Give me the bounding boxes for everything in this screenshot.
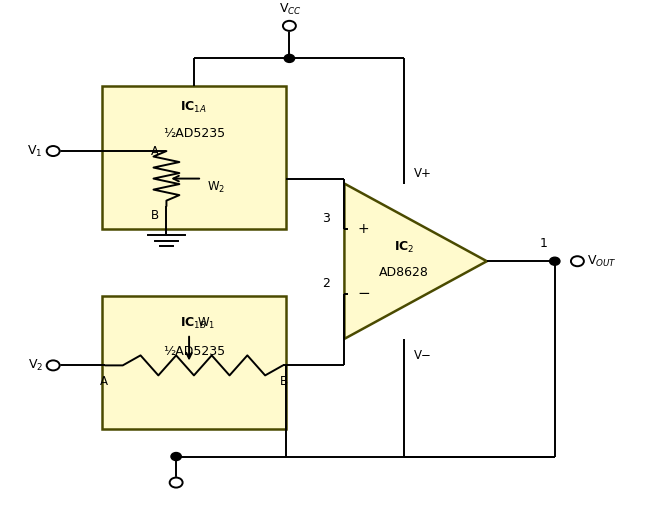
- Text: 1: 1: [540, 237, 547, 250]
- Text: −: −: [358, 287, 370, 301]
- Circle shape: [47, 146, 60, 156]
- Text: AD8628: AD8628: [379, 266, 429, 279]
- Text: W$_2$: W$_2$: [207, 180, 226, 195]
- Text: V$_2$: V$_2$: [27, 358, 43, 373]
- Text: V$_{OUT}$: V$_{OUT}$: [587, 253, 617, 269]
- Circle shape: [550, 257, 560, 265]
- Circle shape: [571, 256, 584, 266]
- Circle shape: [284, 54, 294, 62]
- Text: A: A: [99, 375, 108, 388]
- Text: ½AD5235: ½AD5235: [163, 345, 225, 358]
- Text: B: B: [151, 209, 159, 221]
- Circle shape: [283, 21, 296, 31]
- Text: V$_1$: V$_1$: [27, 143, 43, 158]
- Text: ½AD5235: ½AD5235: [163, 127, 225, 140]
- Text: A: A: [151, 145, 159, 157]
- Circle shape: [171, 453, 181, 461]
- Text: 2: 2: [322, 277, 330, 290]
- Text: IC$_{1B}$: IC$_{1B}$: [181, 316, 207, 331]
- Text: V+: V+: [414, 167, 432, 180]
- Text: +: +: [358, 221, 369, 236]
- Text: W$_1$: W$_1$: [197, 316, 215, 331]
- Circle shape: [47, 360, 60, 370]
- FancyBboxPatch shape: [101, 86, 286, 229]
- Text: B: B: [280, 375, 289, 388]
- Polygon shape: [344, 183, 487, 339]
- Text: IC$_{1A}$: IC$_{1A}$: [181, 100, 207, 114]
- FancyBboxPatch shape: [101, 296, 286, 429]
- Text: 3: 3: [322, 212, 330, 225]
- Text: V$_{CC}$: V$_{CC}$: [279, 2, 302, 17]
- Text: IC$_2$: IC$_2$: [394, 240, 414, 255]
- Text: V−: V−: [414, 349, 432, 362]
- Circle shape: [170, 478, 183, 488]
